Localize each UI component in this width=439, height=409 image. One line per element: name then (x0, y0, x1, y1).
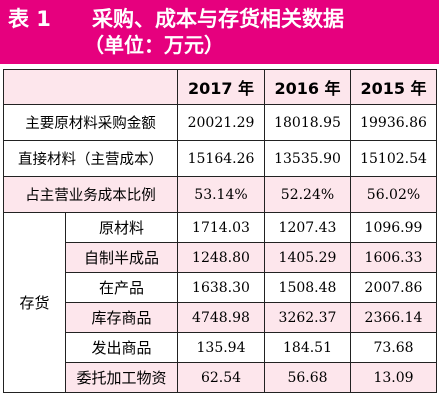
table-cell: 1606.33 (350, 242, 437, 273)
row-label: 自制半成品 (65, 242, 178, 273)
table-cell: 18018.95 (264, 104, 351, 141)
table-cell: 1405.29 (264, 242, 351, 273)
table-row: 自制半成品 1248.80 1405.29 1606.33 (3, 242, 437, 273)
table-title: 表 1 采购、成本与存货相关数据 (8, 6, 431, 32)
row-label: 占主营业务成本比例 (3, 176, 178, 213)
table-cell: 13535.90 (264, 140, 351, 177)
inventory-group-label: 存货 (3, 212, 66, 393)
column-header-2017: 2017 年 (177, 69, 265, 105)
table-cell: 73.68 (350, 332, 437, 363)
row-label: 发出商品 (65, 332, 178, 363)
table-cell: 184.51 (264, 332, 351, 363)
table-cell: 53.14% (177, 176, 265, 213)
table-cell: 1096.99 (350, 212, 437, 243)
column-header-2015: 2015 年 (350, 69, 437, 105)
table-row: 存货 原材料 1714.03 1207.43 1096.99 (3, 212, 437, 393)
table-row: 占主营业务成本比例 53.14% 52.24% 56.02% (3, 176, 437, 213)
table-cell: 19936.86 (350, 104, 437, 141)
table-unit: （单位：万元） (84, 33, 224, 57)
header-row: 2017 年 2016 年 2015 年 (3, 69, 437, 105)
row-label: 在产品 (65, 272, 178, 303)
table-row: 直接材料（主营成本） 15164.26 13535.90 15102.54 (3, 140, 437, 177)
table-row: 委托加工物资 62.54 56.68 13.09 (3, 362, 437, 393)
table-cell: 15164.26 (177, 140, 265, 177)
table-cell: 4748.98 (177, 302, 265, 333)
table-cell: 1248.80 (177, 242, 265, 273)
table-number: 表 1 (8, 7, 51, 31)
table-cell: 20021.29 (177, 104, 265, 141)
table-cell: 56.68 (264, 362, 351, 393)
row-label: 主要原材料采购金额 (3, 104, 178, 141)
table-cell: 13.09 (350, 362, 437, 393)
table-cell: 62.54 (177, 362, 265, 393)
data-table: 2017 年 2016 年 2015 年 主要原材料采购金额 20021.29 … (3, 69, 437, 393)
row-label: 库存商品 (65, 302, 178, 333)
table-row: 在产品 1638.30 1508.48 2007.86 (3, 272, 437, 303)
table-cell: 3262.37 (264, 302, 351, 333)
row-label: 直接材料（主营成本） (3, 140, 178, 177)
header-blank-cell (3, 69, 178, 105)
table-cell: 15102.54 (350, 140, 437, 177)
table-row: 发出商品 135.94 184.51 73.68 (3, 332, 437, 363)
row-label: 委托加工物资 (65, 362, 178, 393)
table-cell: 56.02% (350, 176, 437, 213)
table-row: 库存商品 4748.98 3262.37 2366.14 (3, 302, 437, 333)
table-cell: 1638.30 (177, 272, 265, 303)
table-title-text: 采购、成本与存货相关数据 (92, 7, 344, 31)
table-cell: 1714.03 (177, 212, 265, 243)
column-header-2016: 2016 年 (264, 69, 351, 105)
table-cell: 2007.86 (350, 272, 437, 303)
table-cell: 1207.43 (264, 212, 351, 243)
table-row: 主要原材料采购金额 20021.29 18018.95 19936.86 (3, 104, 437, 141)
table-header-banner: 表 1 采购、成本与存货相关数据 （单位：万元） (0, 0, 439, 64)
table-cell: 135.94 (177, 332, 265, 363)
table-cell: 1508.48 (264, 272, 351, 303)
row-label: 原材料 (65, 212, 178, 243)
table-cell: 52.24% (264, 176, 351, 213)
table-cell: 2366.14 (350, 302, 437, 333)
